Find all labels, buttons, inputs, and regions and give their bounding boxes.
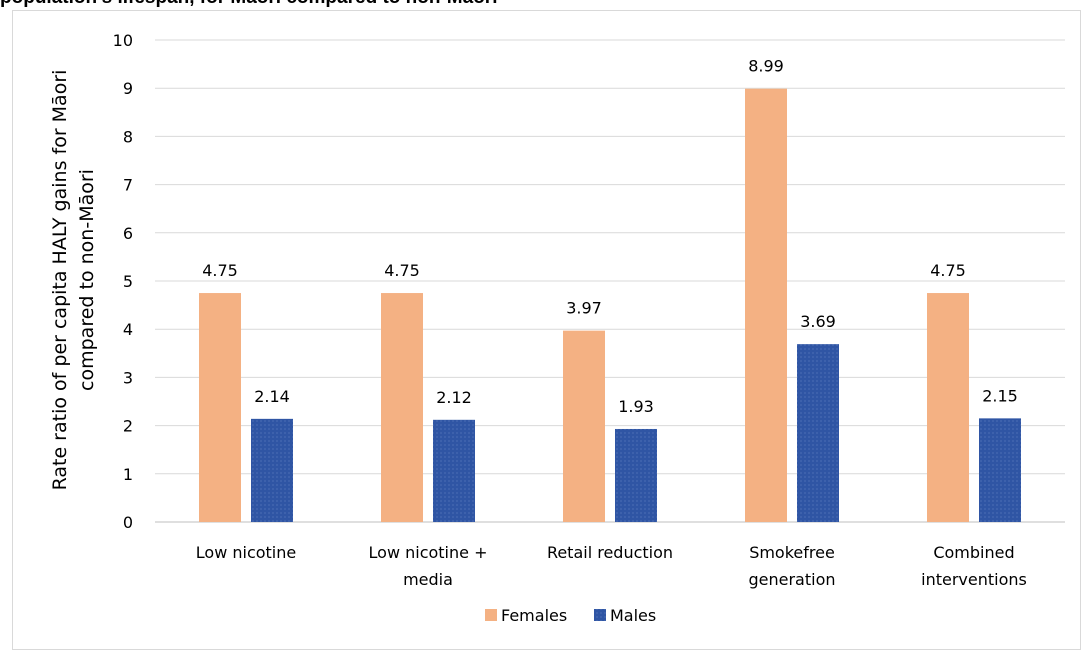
data-label-females-2: 3.97 [566,299,602,318]
y-tick-label: 2 [123,417,133,436]
bar-males-1 [433,419,475,522]
y-tick-label: 1 [123,465,133,484]
data-label-females-0: 4.75 [202,261,238,280]
data-label-males-1: 2.12 [436,388,472,407]
data-label-females-1: 4.75 [384,261,420,280]
x-category-label: generation [748,570,835,589]
bar-females-1 [381,293,423,522]
bar-females-3 [745,88,787,522]
bar-males-2 [615,428,657,522]
y-axis-label-line-1: Rate ratio of per capita HALY gains for … [49,70,71,491]
y-axis-ticks: 0 1 2 3 4 5 6 7 8 9 10 [113,31,133,532]
x-category-label: Retail reduction [547,543,673,562]
legend-swatch-males [594,609,606,621]
x-category-label: Low nicotine + [369,543,488,562]
bar-males-4 [979,418,1021,522]
x-category-label: media [403,570,453,589]
data-label-males-4: 2.15 [982,386,1018,405]
bar-females-4 [927,293,969,522]
y-axis-label-line-2: compared to non-Māori [76,169,98,391]
data-labels: 4.75 2.14 4.75 2.12 3.97 1.93 8.99 3.69 4.75 2.15 [202,57,1018,416]
legend-label-males: Males [610,606,656,625]
legend-label-females: Females [501,606,567,625]
bar-males-3 [797,344,839,522]
y-tick-label: 6 [123,224,133,243]
y-tick-label: 0 [123,513,133,532]
data-label-males-0: 2.14 [254,387,290,406]
bar-males-0 [251,418,293,522]
y-tick-label: 8 [123,127,133,146]
y-tick-label: 7 [123,176,133,195]
y-tick-label: 4 [123,320,133,339]
x-category-label: Smokefree [749,543,835,562]
chart-title: population's lifespan, for Māori compare… [0,0,1083,8]
y-tick-label: 5 [123,272,133,291]
y-tick-label: 9 [123,79,133,98]
data-label-females-3: 8.99 [748,57,784,76]
legend-swatch-females [485,609,497,621]
x-category-label: interventions [921,570,1027,589]
data-label-females-4: 4.75 [930,261,966,280]
bar-females-2 [563,330,605,522]
y-tick-label: 10 [113,31,133,50]
gridlines [155,39,1065,523]
bars [199,88,1021,522]
x-category-label: Low nicotine [196,543,296,562]
y-tick-label: 3 [123,368,133,387]
x-axis-categories: Low nicotine Low nicotine + media Retail re… [196,543,1027,589]
x-category-label: Combined [933,543,1014,562]
data-label-males-3: 3.69 [800,312,836,331]
data-label-males-2: 1.93 [618,397,654,416]
legend: Females Males [485,606,656,625]
bar-females-0 [199,293,241,522]
